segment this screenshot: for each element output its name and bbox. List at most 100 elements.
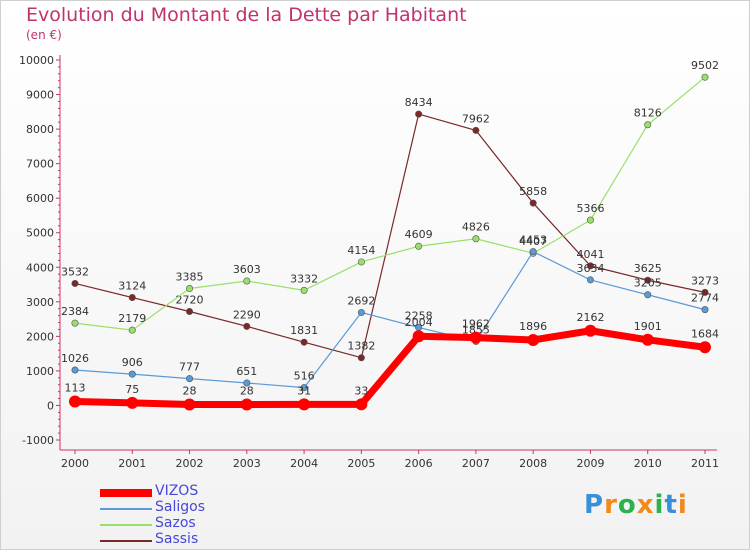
data-label-vizos-2011: 1684: [691, 327, 719, 340]
data-label-saligos-2009: 3634: [576, 262, 604, 275]
point-vizos-2007: [469, 331, 482, 344]
y-tick-label-7: 6000: [26, 192, 54, 205]
data-label-sassis-2002: 2720: [176, 293, 204, 306]
data-label-vizos-2004: 31: [297, 384, 311, 397]
legend-swatch-saligos: [100, 508, 152, 510]
data-label-saligos-2003: 651: [236, 365, 257, 378]
point-sassis-2003: [243, 322, 251, 330]
point-sassis-2001: [128, 294, 136, 302]
data-label-sazos-2011: 9502: [691, 59, 719, 72]
data-label-sassis-2009: 4041: [576, 248, 604, 261]
proxiti-logo: Proxiti: [584, 490, 688, 520]
point-sassis-2011: [701, 288, 709, 296]
chart-subtitle: (en €): [26, 28, 62, 42]
data-label-sazos-2003: 3603: [233, 263, 261, 276]
point-sazos-2006: [415, 242, 423, 250]
data-label-sazos-2004: 3332: [290, 272, 318, 285]
data-label-sazos-2007: 4826: [462, 221, 490, 234]
point-sassis-2002: [186, 307, 194, 315]
data-label-saligos-2006: 2258: [405, 309, 433, 322]
data-label-sassis-2000: 3532: [61, 265, 89, 278]
point-saligos-2005: [357, 308, 365, 316]
data-label-sassis-2005: 1382: [347, 340, 375, 353]
data-label-saligos-2007: 1855: [462, 323, 490, 336]
point-saligos-2009: [586, 276, 594, 284]
legend-label-vizos: VIZOS: [155, 483, 199, 499]
data-label-vizos-2008: 1896: [519, 320, 547, 333]
data-label-saligos-2000: 1026: [61, 352, 89, 365]
x-tick-label-2002: 2002: [176, 457, 204, 470]
point-sazos-2004: [300, 286, 308, 294]
data-label-sazos-2009: 5366: [576, 202, 604, 215]
data-label-sazos-2010: 8126: [634, 107, 662, 120]
point-vizos-2000: [69, 395, 81, 408]
data-label-sassis-2003: 2290: [233, 308, 261, 321]
data-label-saligos-2010: 3205: [634, 277, 662, 290]
x-tick-label-2010: 2010: [634, 457, 662, 470]
data-label-vizos-2001: 75: [125, 383, 139, 396]
y-tick-label-5: 4000: [26, 261, 54, 274]
data-label-sazos-2006: 4609: [405, 228, 433, 241]
point-saligos-2000: [71, 366, 79, 374]
data-label-sassis-2011: 3273: [691, 274, 719, 287]
data-label-saligos-2008: 4453: [519, 234, 547, 247]
legend-label-sazos: Sazos: [155, 515, 196, 531]
x-tick-label-2009: 2009: [576, 457, 604, 470]
legend-label-sassis: Sassis: [155, 531, 199, 547]
data-label-sassis-2004: 1831: [290, 324, 318, 337]
data-label-saligos-2011: 2774: [691, 292, 719, 305]
point-sassis-2000: [71, 279, 79, 287]
point-vizos-2008: [527, 333, 540, 346]
data-label-sassis-2001: 3124: [118, 280, 146, 293]
series-line-sazos: [74, 76, 706, 331]
data-label-sassis-2007: 7962: [462, 112, 490, 125]
data-label-sazos-2005: 4154: [347, 244, 375, 257]
data-label-sassis-2006: 8434: [405, 96, 433, 109]
x-tick-label-2003: 2003: [233, 457, 261, 470]
y-tick-label-0: -1000: [22, 434, 54, 447]
point-sassis-2008: [529, 199, 537, 207]
data-label-vizos-2009: 2162: [576, 311, 604, 324]
data-label-vizos-2006: 2004: [405, 316, 433, 329]
point-vizos-2005: [355, 398, 368, 411]
series-line-vizos: [71, 327, 709, 408]
y-tick-label-3: 2000: [26, 330, 54, 343]
y-tick-label-2: 1000: [26, 365, 54, 378]
x-tick-label-2007: 2007: [462, 457, 490, 470]
data-label-sazos-2002: 3385: [176, 271, 204, 284]
data-label-sazos-2001: 2179: [118, 312, 146, 325]
logo-letter: r: [604, 490, 618, 520]
y-tick-label-1: 0: [47, 399, 54, 412]
x-tick-label-2011: 2011: [691, 457, 719, 470]
data-label-vizos-2010: 1901: [634, 320, 662, 333]
point-saligos-2001: [128, 370, 136, 378]
y-tick-label-4: 3000: [26, 296, 54, 309]
point-sazos-2005: [357, 258, 365, 266]
series-line-saligos: [74, 251, 706, 389]
point-vizos-2004: [298, 398, 311, 411]
x-tick-label-2004: 2004: [290, 457, 318, 470]
point-saligos-2010: [644, 291, 652, 299]
point-sassis-2007: [472, 126, 480, 134]
logo-letter: o: [617, 490, 637, 520]
point-sazos-2007: [472, 235, 480, 243]
data-label-sazos-2008: 4407: [519, 235, 547, 248]
x-tick-label-2000: 2000: [61, 457, 89, 470]
point-vizos-2001: [126, 396, 139, 409]
y-tick-label-10: 9000: [26, 89, 54, 102]
data-label-sazos-2000: 2384: [61, 305, 89, 318]
point-sazos-2002: [186, 285, 194, 293]
logo-letter: t: [664, 490, 678, 520]
point-sazos-2011: [701, 73, 709, 81]
legend-swatch-sazos: [100, 524, 152, 526]
point-saligos-2003: [243, 379, 251, 387]
point-sazos-2001: [128, 326, 136, 334]
data-label-vizos-2002: 28: [183, 384, 197, 397]
point-vizos-2011: [699, 341, 711, 354]
data-label-vizos-2000: 113: [65, 382, 86, 395]
logo-letter: i: [677, 490, 688, 520]
x-tick-label-2008: 2008: [519, 457, 547, 470]
x-tick-label-2005: 2005: [347, 457, 375, 470]
data-label-vizos-2003: 28: [240, 384, 254, 397]
